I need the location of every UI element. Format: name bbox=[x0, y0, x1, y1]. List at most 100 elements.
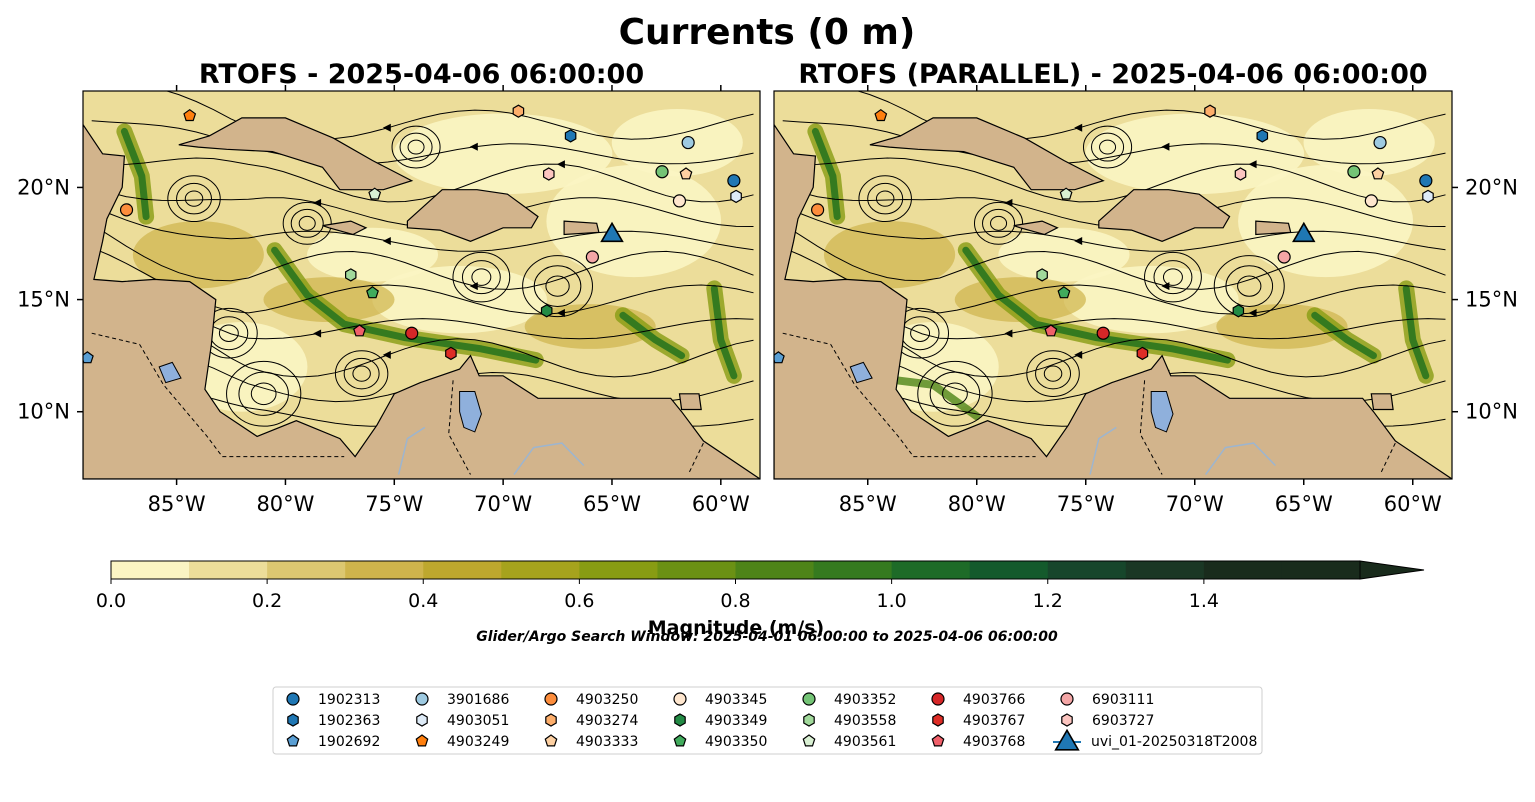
streamline-arrow bbox=[1074, 237, 1083, 245]
colorbar-bin bbox=[501, 561, 580, 579]
eddy-ring bbox=[875, 190, 895, 207]
eddy-ring bbox=[1153, 260, 1193, 295]
colorbar-bin bbox=[813, 561, 893, 579]
eddy-ring bbox=[929, 371, 981, 416]
border bbox=[91, 332, 345, 458]
legend-frame bbox=[272, 686, 1263, 755]
legend-label: 4903274 bbox=[576, 713, 638, 729]
colorbar-tick-label: 1.4 bbox=[1189, 590, 1219, 612]
legend-label: 4903766 bbox=[963, 692, 1025, 708]
search-window-note: Glider/Argo Search Window: 2025-04-01 06… bbox=[476, 629, 1058, 645]
legend-marker bbox=[931, 692, 945, 706]
eddy-ring bbox=[218, 324, 239, 342]
colorbar-tick-label: 0.8 bbox=[720, 590, 750, 612]
legend-label: 4903333 bbox=[576, 734, 638, 750]
streamline-arrow bbox=[1248, 309, 1257, 317]
legend-marker bbox=[802, 734, 816, 747]
lake bbox=[158, 361, 182, 384]
eddy-ring bbox=[867, 182, 904, 215]
colorbar-bin bbox=[267, 561, 346, 579]
x-tick-label: 80°W bbox=[948, 492, 1006, 516]
eddy-ring bbox=[1035, 357, 1072, 390]
obs-marker bbox=[564, 129, 577, 143]
eddy-ring bbox=[184, 190, 204, 207]
obs-marker bbox=[1292, 221, 1316, 243]
streamline bbox=[782, 157, 1446, 203]
obs-marker bbox=[1044, 324, 1058, 337]
legend-marker bbox=[286, 692, 300, 706]
streamline bbox=[782, 223, 1446, 290]
low-speed-area bbox=[307, 227, 439, 282]
x-tick-label: 80°W bbox=[256, 492, 314, 516]
streamline bbox=[91, 120, 754, 165]
current-core bbox=[619, 311, 686, 360]
river bbox=[1089, 426, 1117, 475]
eddy-ring bbox=[461, 260, 501, 295]
land-area bbox=[678, 393, 702, 411]
obs-marker bbox=[1371, 167, 1385, 180]
eddy-ring bbox=[226, 360, 302, 427]
current-core bbox=[1311, 311, 1377, 360]
low-speed-area bbox=[1085, 113, 1305, 195]
eddy-ring bbox=[1237, 275, 1262, 297]
obs-marker bbox=[679, 167, 693, 180]
streamline-arrow bbox=[1161, 142, 1170, 151]
land-area bbox=[1370, 393, 1394, 411]
low-speed-area bbox=[1303, 108, 1435, 177]
streamline-arrow bbox=[1004, 329, 1013, 338]
y-tick-label: 15°N bbox=[17, 288, 70, 312]
low-speed-area bbox=[1063, 265, 1239, 334]
y-tick-label: 10°N bbox=[17, 400, 70, 424]
land-area bbox=[563, 220, 600, 236]
legend: 1902313 1902363 1902692 3901686 4903051 49032… bbox=[272, 686, 1263, 755]
eddy-ring bbox=[1144, 251, 1202, 303]
obs-marker bbox=[540, 304, 553, 318]
legend-marker bbox=[544, 692, 558, 706]
legend-marker bbox=[287, 713, 299, 727]
legend-label: 4903250 bbox=[576, 692, 638, 708]
current-core bbox=[271, 246, 540, 364]
land-area bbox=[1013, 220, 1059, 236]
obs-marker bbox=[774, 351, 785, 364]
obs-marker bbox=[366, 286, 379, 299]
land-area bbox=[869, 117, 1105, 191]
legend-label: 3901686 bbox=[447, 692, 509, 708]
legend-label: 4903249 bbox=[447, 734, 509, 750]
legend-label: 6903727 bbox=[1092, 713, 1154, 729]
legend-marker bbox=[673, 734, 687, 747]
obs-marker bbox=[1204, 104, 1216, 118]
obs-marker bbox=[672, 194, 687, 208]
mid-speed-area bbox=[823, 221, 956, 289]
map-panel-rtofs-parallel: 85°W 80°W 75°W 70°W 65°W 60°W 10°N 15°N 20°N RTOF… bbox=[773, 59, 1518, 516]
eddy-ring bbox=[238, 371, 289, 416]
low-speed-area bbox=[393, 113, 613, 195]
eddy-ring bbox=[1043, 365, 1063, 382]
obs-marker bbox=[874, 108, 888, 122]
y-tick-label: 10°N bbox=[1465, 400, 1518, 424]
obs-marker bbox=[1419, 174, 1433, 188]
legend-label: 4903349 bbox=[705, 713, 767, 729]
current-core bbox=[120, 127, 150, 221]
streamline-arrow bbox=[382, 123, 391, 132]
eddy-ring bbox=[167, 175, 221, 223]
legend-marker bbox=[932, 713, 944, 727]
eddy-ring bbox=[942, 382, 968, 406]
eddy-ring bbox=[176, 182, 212, 215]
x-tick-label: 70°W bbox=[474, 492, 532, 516]
obs-marker bbox=[585, 250, 599, 264]
obs-marker bbox=[1256, 129, 1269, 143]
obs-marker bbox=[368, 187, 382, 200]
y-tick-label: 20°N bbox=[17, 175, 70, 199]
obs-marker bbox=[405, 326, 419, 340]
colorbar-bin bbox=[891, 561, 971, 579]
colorbar-tick-label: 0.0 bbox=[96, 590, 126, 612]
eddy-ring bbox=[1091, 132, 1125, 162]
land-area bbox=[1255, 220, 1292, 236]
map-body bbox=[83, 91, 760, 479]
legend-marker bbox=[415, 734, 429, 747]
x-tick-label: 85°W bbox=[148, 492, 206, 516]
eddy-ring bbox=[1213, 255, 1285, 318]
river bbox=[513, 442, 585, 475]
eddy-ring bbox=[990, 215, 1008, 231]
legend-label: 4903561 bbox=[834, 734, 896, 750]
